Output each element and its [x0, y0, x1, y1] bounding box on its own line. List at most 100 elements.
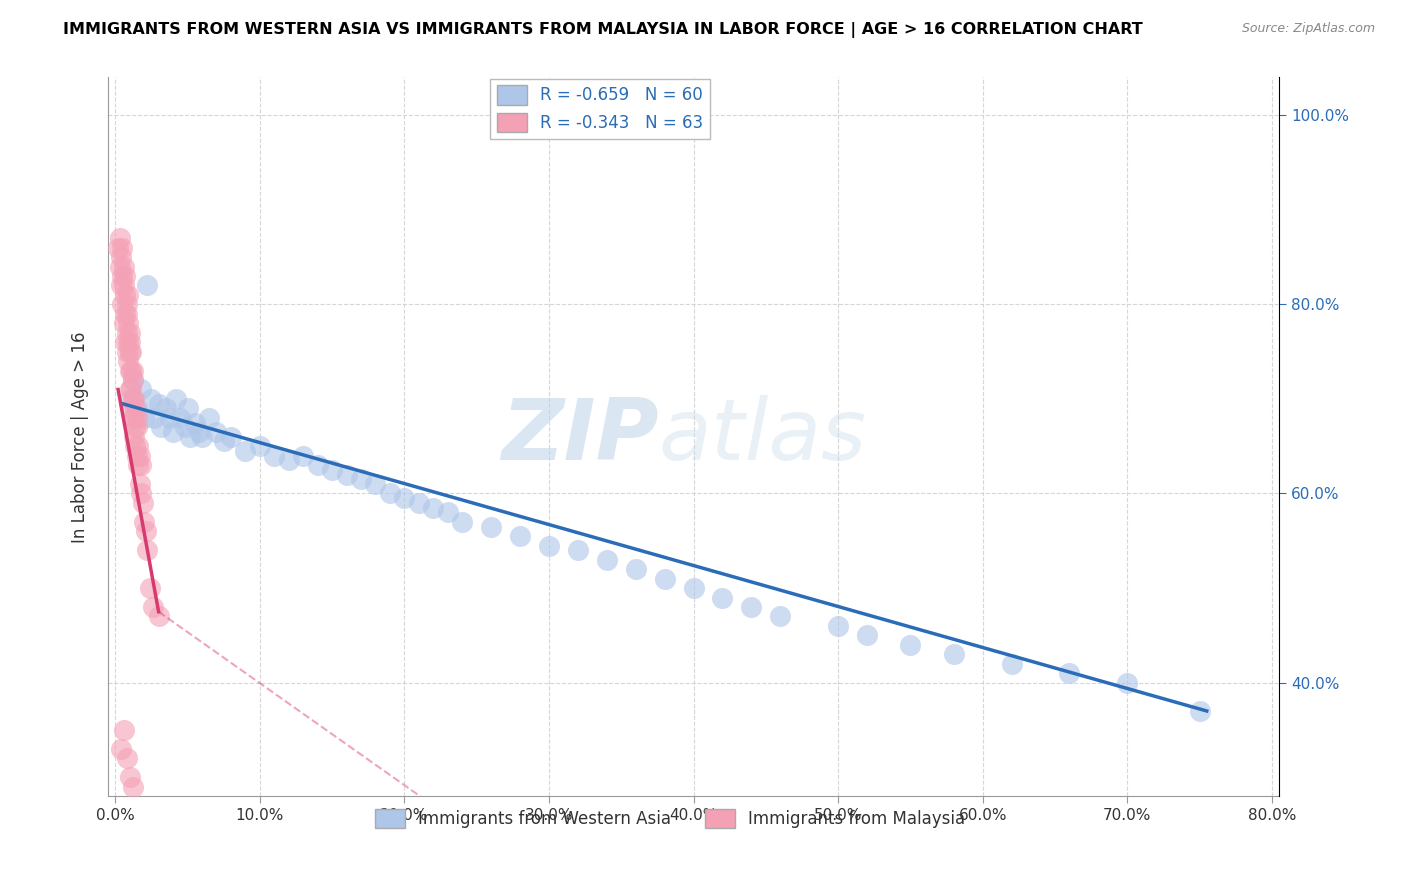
Point — [122, 430, 145, 444]
Point — [350, 472, 373, 486]
Point — [436, 505, 458, 519]
Point — [422, 500, 444, 515]
Point — [121, 392, 143, 406]
Point — [124, 401, 146, 416]
Point — [364, 477, 387, 491]
Point — [143, 410, 166, 425]
Point — [131, 496, 153, 510]
Text: atlas: atlas — [658, 395, 866, 478]
Point — [115, 751, 138, 765]
Point — [120, 344, 142, 359]
Point — [117, 316, 139, 330]
Point — [110, 250, 132, 264]
Point — [115, 344, 138, 359]
Point — [108, 260, 131, 274]
Point — [682, 581, 704, 595]
Point — [129, 383, 152, 397]
Point — [114, 268, 136, 283]
Text: Source: ZipAtlas.com: Source: ZipAtlas.com — [1241, 22, 1375, 36]
Point — [134, 410, 156, 425]
Point — [188, 425, 211, 439]
Point — [136, 543, 159, 558]
Point — [118, 326, 141, 340]
Point — [125, 449, 148, 463]
Point — [173, 420, 195, 434]
Point — [125, 420, 148, 434]
Point — [122, 410, 145, 425]
Point — [121, 373, 143, 387]
Text: IMMIGRANTS FROM WESTERN ASIA VS IMMIGRANTS FROM MALAYSIA IN LABOR FORCE | AGE > : IMMIGRANTS FROM WESTERN ASIA VS IMMIGRAN… — [63, 22, 1143, 38]
Point — [121, 373, 143, 387]
Point — [169, 410, 191, 425]
Y-axis label: In Labor Force | Age > 16: In Labor Force | Age > 16 — [72, 331, 89, 542]
Point — [1116, 675, 1139, 690]
Point — [127, 439, 149, 453]
Point — [108, 231, 131, 245]
Point — [118, 392, 141, 406]
Point — [118, 363, 141, 377]
Point — [537, 539, 560, 553]
Point — [112, 260, 135, 274]
Legend: Immigrants from Western Asia, Immigrants from Malaysia: Immigrants from Western Asia, Immigrants… — [368, 802, 972, 835]
Point — [112, 723, 135, 737]
Point — [136, 278, 159, 293]
Text: ZIP: ZIP — [501, 395, 658, 478]
Point — [898, 638, 921, 652]
Point — [191, 430, 214, 444]
Point — [165, 392, 187, 406]
Point — [135, 524, 157, 539]
Point — [1000, 657, 1022, 671]
Point — [769, 609, 792, 624]
Point — [118, 383, 141, 397]
Point — [141, 392, 163, 406]
Point — [408, 496, 430, 510]
Point — [139, 581, 162, 595]
Point — [740, 599, 762, 614]
Point — [212, 434, 235, 449]
Point — [111, 297, 134, 311]
Point — [120, 363, 142, 377]
Point — [148, 397, 170, 411]
Point — [118, 344, 141, 359]
Point — [176, 401, 198, 416]
Point — [150, 420, 173, 434]
Point — [827, 619, 849, 633]
Point — [115, 326, 138, 340]
Point — [1059, 666, 1081, 681]
Point — [159, 410, 181, 425]
Point — [335, 467, 357, 482]
Point — [117, 335, 139, 350]
Point — [121, 410, 143, 425]
Point — [856, 628, 879, 642]
Point — [654, 572, 676, 586]
Point — [148, 609, 170, 624]
Point — [110, 278, 132, 293]
Point — [394, 491, 416, 506]
Point — [219, 430, 242, 444]
Point — [110, 741, 132, 756]
Point — [263, 449, 285, 463]
Point — [115, 297, 138, 311]
Point — [624, 562, 647, 576]
Point — [111, 241, 134, 255]
Point — [479, 519, 502, 533]
Point — [509, 529, 531, 543]
Point — [321, 463, 343, 477]
Point — [118, 335, 141, 350]
Point — [114, 335, 136, 350]
Point — [155, 401, 177, 416]
Point — [142, 599, 165, 614]
Point — [118, 770, 141, 784]
Point — [125, 401, 148, 416]
Point — [711, 591, 734, 605]
Point — [112, 278, 135, 293]
Point — [120, 401, 142, 416]
Point — [205, 425, 228, 439]
Point — [179, 430, 201, 444]
Point — [1188, 704, 1211, 718]
Point — [128, 477, 150, 491]
Point — [121, 363, 143, 377]
Point — [942, 647, 965, 661]
Point — [114, 288, 136, 302]
Point — [127, 458, 149, 472]
